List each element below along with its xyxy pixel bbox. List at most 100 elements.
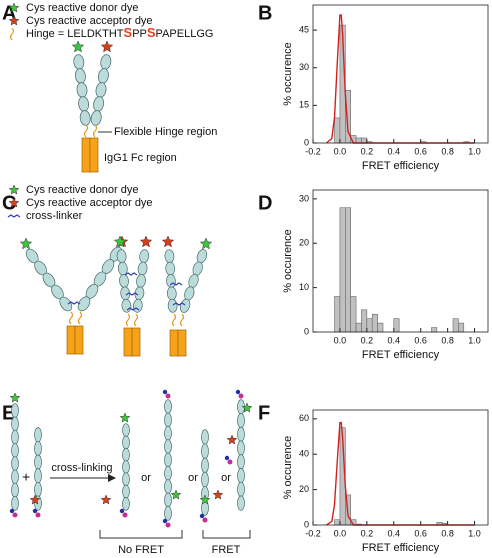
tag [12, 512, 18, 518]
x-tick-label: 0.4 [388, 335, 401, 345]
bar [339, 207, 346, 333]
domain [78, 96, 89, 112]
y-axis-label: % occurence [282, 42, 294, 106]
domain [75, 68, 86, 84]
domain [76, 82, 88, 98]
tag [32, 508, 38, 514]
fc-region [169, 329, 179, 357]
bracket [202, 530, 251, 539]
domain [11, 469, 19, 485]
x-axis-label: FRET efficiency [362, 160, 440, 172]
hinge [92, 124, 98, 138]
domain [100, 54, 112, 70]
domain [11, 403, 19, 418]
panel-label: B [258, 2, 272, 24]
bar [361, 309, 368, 333]
legend-text: Cys reactive acceptor dye [26, 197, 153, 209]
plot-frame [312, 409, 489, 526]
domain [164, 492, 172, 508]
domain [11, 482, 19, 498]
domain [201, 471, 209, 488]
domain [237, 426, 245, 442]
domain [201, 429, 209, 445]
fc-region [89, 137, 99, 173]
panel-label: D [258, 192, 272, 214]
or-text: or [141, 472, 151, 484]
tag [165, 522, 171, 528]
dye-star [8, 184, 20, 195]
dye-star [161, 235, 175, 248]
tag [119, 508, 125, 514]
dye-star [212, 489, 224, 500]
domain [201, 457, 209, 474]
domain [34, 481, 42, 498]
hinge [77, 311, 83, 325]
domain [122, 447, 130, 462]
domain [237, 495, 245, 511]
cross-linker [124, 272, 138, 276]
tag [238, 393, 244, 399]
domain [237, 454, 245, 470]
tag [224, 455, 230, 461]
sequence-part: S [147, 25, 156, 40]
annotation: Flexible Hinge region [114, 126, 217, 138]
y-tick-label: 30 [299, 62, 309, 72]
domain [34, 440, 42, 457]
tag [227, 459, 233, 465]
x-tick-label: 0.2 [361, 528, 374, 538]
group-label: FRET [212, 544, 241, 556]
dye-star [29, 494, 41, 505]
y-axis-label: % occurence [282, 229, 294, 293]
fc-region [131, 327, 141, 357]
domain [166, 286, 177, 301]
sequence-part: PAPELLGG [156, 28, 214, 40]
y-axis-label: % occurence [282, 436, 294, 500]
x-tick-label: 0.4 [388, 528, 401, 538]
bar [431, 327, 438, 333]
fc-region [123, 327, 133, 357]
domain [166, 274, 176, 288]
annotation: IgG1 Fc region [104, 152, 177, 164]
domain [137, 261, 148, 276]
sequence-part: Hinge = LELDKTHT [26, 28, 124, 40]
fc-region [81, 137, 91, 173]
domain [73, 54, 85, 70]
domain [167, 298, 178, 313]
x-tick-label: 1.0 [468, 335, 481, 345]
group-label: No FRET [118, 544, 164, 556]
bar [345, 207, 351, 333]
domain [164, 249, 175, 264]
tag [122, 512, 128, 518]
domain [90, 110, 102, 126]
or-text: or [188, 472, 198, 484]
domain [11, 443, 19, 458]
hinge [125, 313, 131, 327]
dye-star [170, 489, 182, 500]
domain [34, 427, 42, 443]
hinge [9, 27, 15, 41]
domain [132, 298, 143, 313]
domain [184, 286, 195, 301]
dye-star [113, 235, 127, 248]
domain [179, 298, 191, 313]
domain [237, 468, 245, 484]
bar [334, 117, 341, 144]
tag [199, 513, 205, 519]
dye-star [8, 2, 20, 13]
x-tick-label: 0.6 [414, 335, 427, 345]
hinge [133, 313, 139, 327]
x-tick-label: -0.2 [305, 528, 321, 538]
domain [97, 68, 109, 84]
dye-star [100, 40, 114, 53]
x-tick-label: -0.2 [305, 146, 321, 156]
x-tick-label: 0.0 [334, 335, 347, 345]
domain [165, 261, 176, 276]
tag [35, 512, 41, 518]
domain [188, 273, 199, 289]
x-tick-label: 0.0 [334, 146, 347, 156]
plot-frame [312, 4, 489, 144]
legend-text: Cys reactive donor dye [26, 2, 139, 14]
bar [334, 519, 341, 526]
domain [164, 452, 172, 468]
